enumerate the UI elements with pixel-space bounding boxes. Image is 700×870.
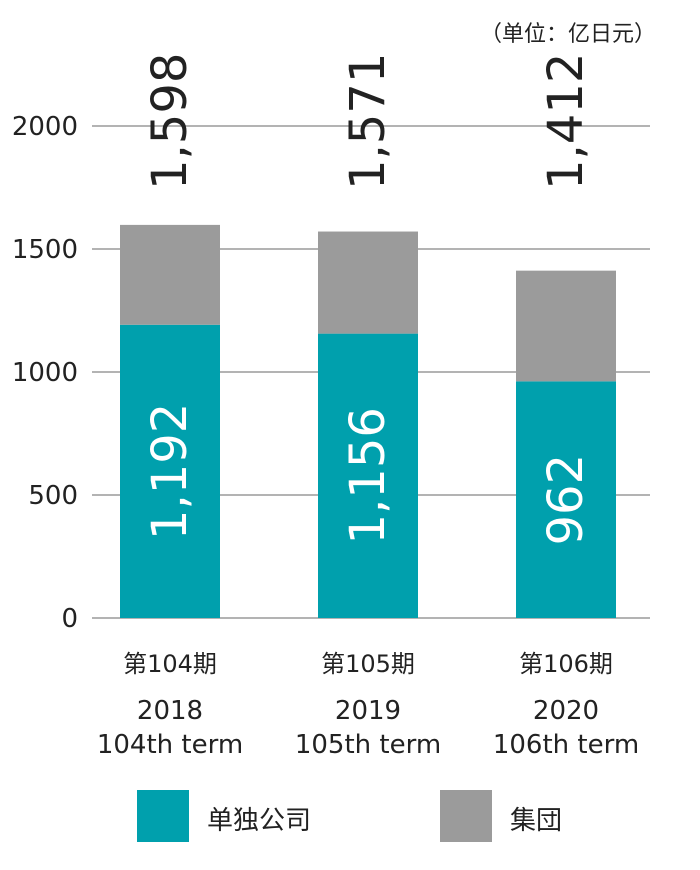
y-tick-label: 0 xyxy=(61,604,78,634)
bar-segment-group xyxy=(318,231,418,334)
legend: 单独公司 集団 xyxy=(0,790,700,846)
legend-label-group: 集団 xyxy=(510,806,563,836)
x-label-year: 2019 xyxy=(335,696,401,726)
unit-label: （单位：亿日元） xyxy=(479,22,656,47)
y-tick-label: 500 xyxy=(28,481,78,511)
y-tick-label: 1500 xyxy=(12,235,78,265)
bar-value-label-standalone: 962 xyxy=(538,454,594,546)
bar-value-label-standalone: 1,192 xyxy=(142,403,198,540)
bar-total-label: 1,571 xyxy=(340,53,396,190)
bar-total-label: 1,412 xyxy=(538,53,594,190)
x-label-term: 106th term xyxy=(493,730,639,760)
legend-swatch-group xyxy=(440,790,492,842)
legend-label-standalone: 单独公司 xyxy=(207,806,312,836)
bar-segment-standalone xyxy=(516,381,616,618)
x-label-period: 第104期 xyxy=(123,650,217,678)
x-label-term: 105th term xyxy=(295,730,441,760)
x-label-year: 2018 xyxy=(137,696,203,726)
bar-segment-standalone xyxy=(318,333,418,618)
x-label-period: 第106期 xyxy=(519,650,613,678)
bar-segment-group xyxy=(516,270,616,382)
legend-swatch-standalone xyxy=(137,790,189,842)
x-label-year: 2020 xyxy=(533,696,599,726)
x-label-term: 104th term xyxy=(97,730,243,760)
y-tick-label: 2000 xyxy=(12,112,78,142)
bar-segment-group xyxy=(120,224,220,325)
bar-segment-standalone xyxy=(120,324,220,618)
bar-total-label: 1,598 xyxy=(142,53,198,190)
bar-value-label-standalone: 1,156 xyxy=(340,407,396,544)
x-label-period: 第105期 xyxy=(321,650,415,678)
y-tick-label: 1000 xyxy=(12,358,78,388)
